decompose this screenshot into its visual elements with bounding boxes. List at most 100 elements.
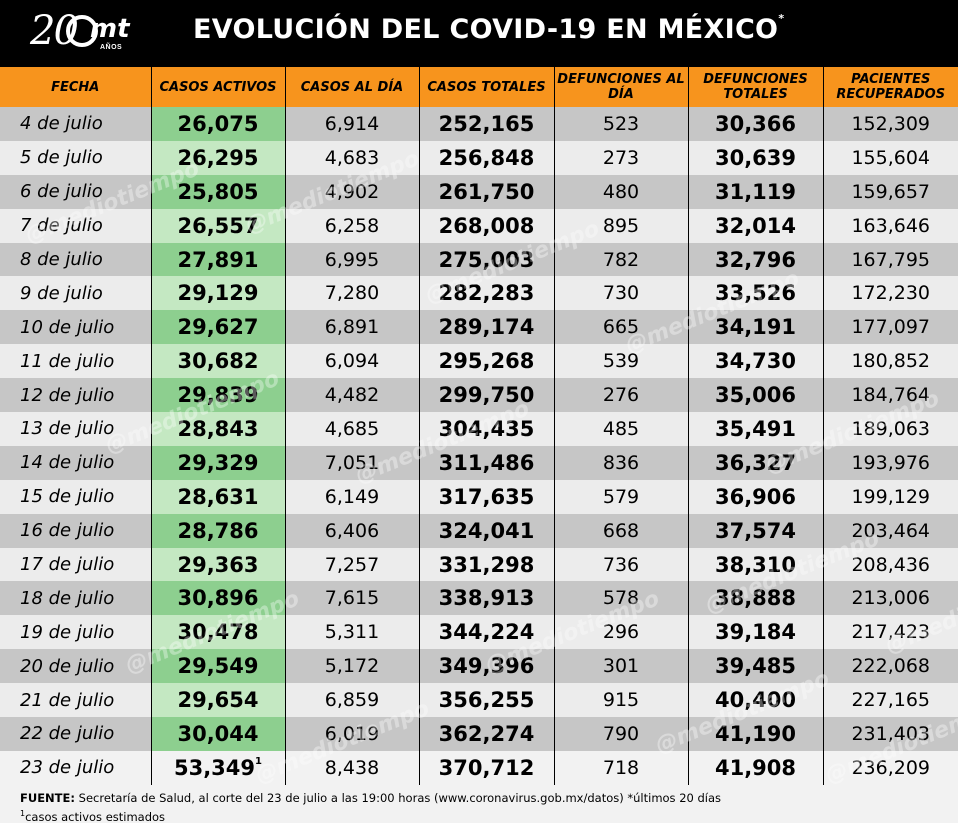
cell-value: 35,491 <box>714 416 797 441</box>
cell-value: 6,258 <box>324 214 380 237</box>
cell-value: 17 de julio <box>20 554 115 576</box>
cell-casos-activos: 30,478 <box>151 615 286 650</box>
cell-defunciones-totales: 36,906 <box>688 479 824 514</box>
cell-casos-totales: 304,435 <box>419 412 555 446</box>
cell-value: 28,843 <box>177 416 259 441</box>
cell-pacientes-recuperados: 163,646 <box>823 208 958 243</box>
cell-value: 523 <box>602 112 640 135</box>
cell-casos-al-dia: 6,914 <box>285 107 420 141</box>
cell-value: 6,914 <box>324 112 380 135</box>
cell-fecha: 23 de julio <box>0 750 152 785</box>
cell-value: 36,906 <box>714 484 797 509</box>
cell-value: 718 <box>602 756 640 779</box>
cell-defunciones-al-dia: 296 <box>554 615 689 650</box>
cell-casos-al-dia: 6,406 <box>285 513 420 548</box>
cell-value: 25,805 <box>177 179 259 204</box>
cell-fecha: 17 de julio <box>0 547 152 582</box>
cell-casos-totales: 299,750 <box>419 378 555 413</box>
cell-defunciones-al-dia: 736 <box>554 547 689 582</box>
table-row: 12 de julio 29,839 4,482 299,750 276 35,006 18… <box>0 378 958 413</box>
cell-casos-activos: 53,3491 <box>151 750 286 785</box>
cell-fecha: 4 de julio <box>0 107 152 141</box>
title-mark: * <box>778 12 785 25</box>
column-header-fecha: FECHA <box>0 67 152 107</box>
cell-casos-al-dia: 4,902 <box>285 174 420 209</box>
cell-value: 295,268 <box>438 349 535 374</box>
cell-casos-activos: 26,557 <box>151 208 286 243</box>
cell-fecha: 8 de julio <box>0 242 152 277</box>
cell-fecha: 9 de julio <box>0 276 152 311</box>
cell-value: 13 de julio <box>20 418 115 440</box>
cell-value: 5 de julio <box>20 147 103 169</box>
cell-value: 28,786 <box>177 518 259 543</box>
cell-value: 256,848 <box>438 145 535 170</box>
cell-defunciones-al-dia: 539 <box>554 344 689 379</box>
cell-fecha: 20 de julio <box>0 649 152 684</box>
cell-value: 4 de julio <box>20 113 103 135</box>
cell-defunciones-totales: 41,190 <box>688 717 824 751</box>
cell-pacientes-recuperados: 159,657 <box>823 174 958 209</box>
cell-casos-totales: 268,008 <box>419 208 555 243</box>
cell-defunciones-al-dia: 790 <box>554 717 689 751</box>
cell-defunciones-totales: 35,006 <box>688 378 824 413</box>
cell-value: 668 <box>602 519 640 542</box>
cell-value: 38,888 <box>714 586 797 611</box>
column-header-defunciones-totales: DEFUNCIONES TOTALES <box>688 67 824 107</box>
cell-value: 34,191 <box>714 315 797 340</box>
cell-casos-activos: 26,295 <box>151 140 286 175</box>
cell-value: 539 <box>602 350 640 373</box>
cell-value: 6,094 <box>324 350 380 373</box>
cell-casos-totales: 256,848 <box>419 140 555 175</box>
cell-fecha: 13 de julio <box>0 412 152 446</box>
cell-casos-activos: 29,654 <box>151 683 286 718</box>
table-row: 5 de julio 26,295 4,683 256,848 273 30,639 155… <box>0 140 958 175</box>
cell-casos-totales: 331,298 <box>419 547 555 582</box>
cell-value: 895 <box>602 214 640 237</box>
cell-value: 172,230 <box>851 282 931 305</box>
cell-value: 7,280 <box>324 282 380 305</box>
cell-value: 155,604 <box>851 146 931 169</box>
cell-pacientes-recuperados: 203,464 <box>823 513 958 548</box>
cell-value: 370,712 <box>438 755 535 780</box>
cell-casos-activos: 28,786 <box>151 513 286 548</box>
cell-value: 7 de julio <box>20 215 103 237</box>
cell-casos-activos: 25,805 <box>151 174 286 209</box>
cell-casos-al-dia: 6,995 <box>285 242 420 277</box>
cell-casos-activos: 28,843 <box>151 412 286 446</box>
cell-value: 7,257 <box>324 553 380 576</box>
cell-value: 177,097 <box>851 316 931 339</box>
cell-value: 217,423 <box>851 621 931 644</box>
estimate-mark: 1 <box>255 755 262 767</box>
cell-fecha: 6 de julio <box>0 174 152 209</box>
cell-fecha: 7 de julio <box>0 208 152 243</box>
cell-value: 6,149 <box>324 485 380 508</box>
cell-defunciones-al-dia: 668 <box>554 513 689 548</box>
cell-value: 6,995 <box>324 248 380 271</box>
cell-casos-totales: 324,041 <box>419 513 555 548</box>
cell-defunciones-totales: 39,184 <box>688 615 824 650</box>
cell-value: 6,859 <box>324 689 380 712</box>
cell-value: 26,075 <box>177 111 259 136</box>
cell-value: 163,646 <box>851 214 931 237</box>
cell-value: 299,750 <box>438 383 535 408</box>
table-row: 22 de julio 30,044 6,019 362,274 790 41,190 23… <box>0 717 958 751</box>
cell-casos-al-dia: 5,311 <box>285 615 420 650</box>
table-row: 6 de julio 25,805 4,902 261,750 480 31,119 159… <box>0 174 958 209</box>
cell-value: 36,327 <box>714 450 797 475</box>
cell-casos-totales: 362,274 <box>419 717 555 751</box>
table-row: 19 de julio 30,478 5,311 344,224 296 39,184 21… <box>0 615 958 650</box>
cell-value: 30,478 <box>177 620 259 645</box>
logo-brand: mt <box>90 14 130 44</box>
footer-note: FUENTE: Secretaría de Salud, al corte de… <box>20 791 950 823</box>
cell-defunciones-totales: 39,485 <box>688 649 824 684</box>
cell-casos-activos: 30,896 <box>151 581 286 616</box>
cell-defunciones-totales: 34,191 <box>688 310 824 345</box>
cell-value: 296 <box>602 621 640 644</box>
cell-defunciones-al-dia: 523 <box>554 107 689 141</box>
cell-value: 159,657 <box>851 180 931 203</box>
cell-value: 26,295 <box>177 145 259 170</box>
cell-value: 41,908 <box>714 755 797 780</box>
note-text: casos activos estimados <box>25 809 166 823</box>
cell-defunciones-al-dia: 578 <box>554 581 689 616</box>
cell-value: 231,403 <box>851 722 931 745</box>
